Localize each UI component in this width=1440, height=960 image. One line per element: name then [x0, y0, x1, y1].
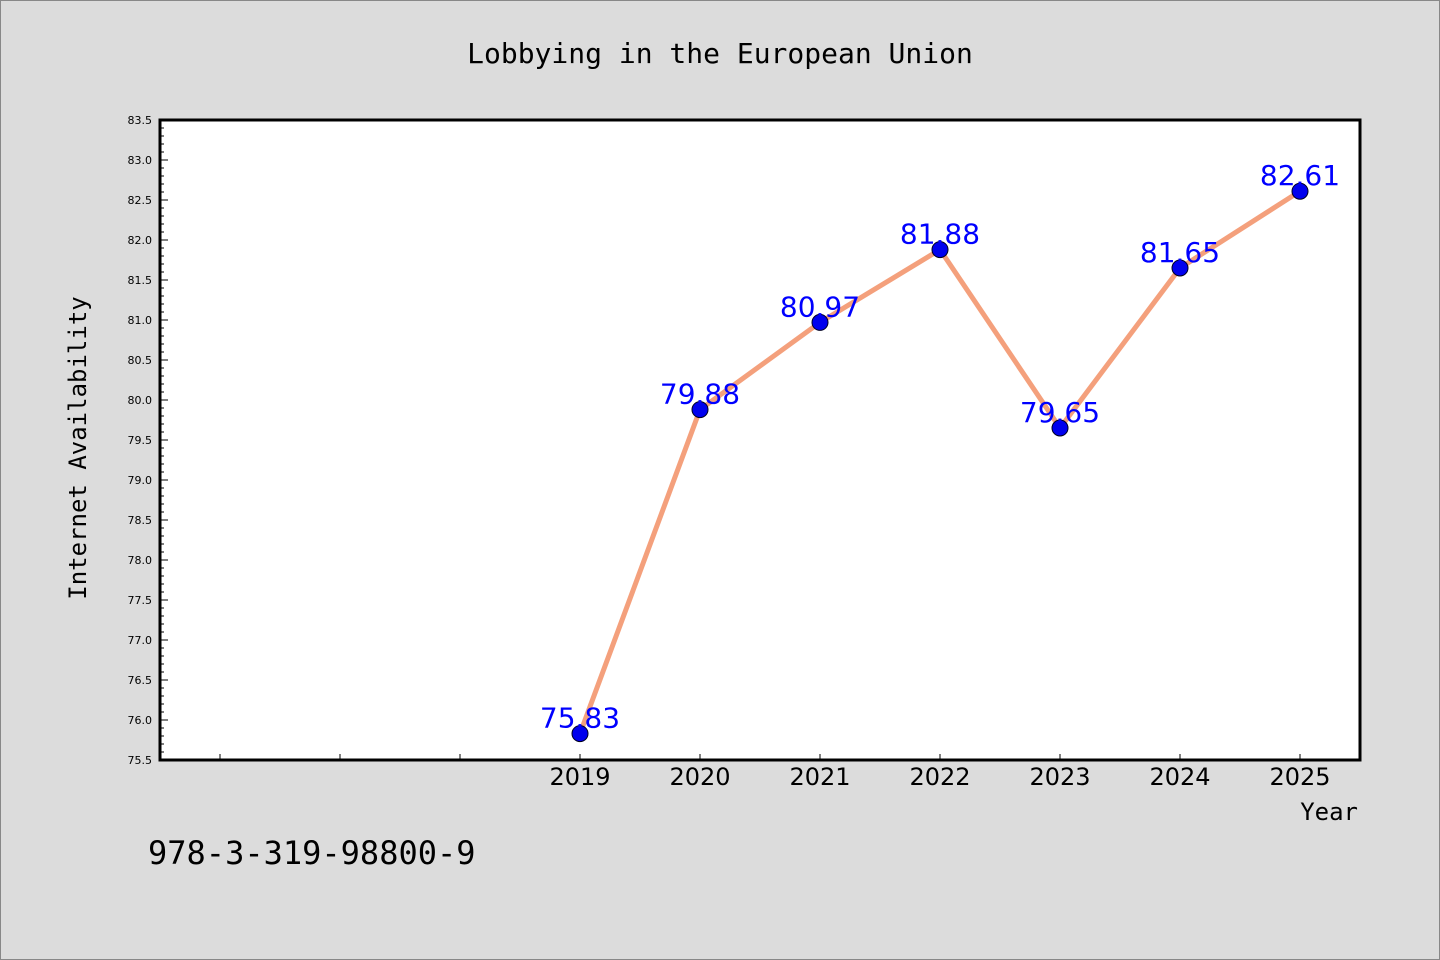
y-tick-label: 76.0 [128, 714, 153, 727]
y-tick-label: 79.0 [128, 474, 153, 487]
data-point [1291, 182, 1309, 200]
y-tick-label: 78.0 [128, 554, 153, 567]
x-tick-label: 2020 [669, 763, 730, 791]
data-point [811, 313, 829, 331]
y-tick-label: 81.0 [128, 314, 153, 327]
plot-area [158, 118, 1362, 762]
y-tick-label: 83.5 [128, 114, 153, 127]
data-point [571, 725, 589, 743]
data-label: 81.65 [1140, 236, 1220, 269]
x-tick-label: 2019 [549, 763, 610, 791]
x-tick-label: 2022 [909, 763, 970, 791]
data-label: 81.88 [900, 218, 980, 251]
y-tick-label: 81.5 [128, 274, 153, 287]
data-label: 82.61 [1260, 159, 1340, 192]
y-tick-label: 76.5 [128, 674, 153, 687]
data-labels: 75.83 79.88 80.97 81.88 79.65 81.65 82.61 [540, 159, 1340, 734]
y-tick-label: 82.0 [128, 234, 153, 247]
y-tick-label: 78.5 [128, 514, 153, 527]
y-tick-label: 80.5 [128, 354, 153, 367]
y-tick-label: 77.0 [128, 634, 153, 647]
x-axis-label: Year [1300, 798, 1358, 826]
y-axis-label: Internet Availability [64, 296, 92, 599]
data-point [1171, 259, 1189, 277]
footer-isbn: 978-3-319-98800-9 [148, 834, 476, 872]
data-label: 75.83 [540, 702, 620, 735]
y-axis: 75.5 76.0 76.5 77.0 77.5 78.0 78.5 79.0 79.5 80.0… [128, 114, 168, 767]
data-label: 79.88 [660, 378, 740, 411]
data-point [1051, 419, 1069, 437]
y-tick-label: 77.5 [128, 594, 153, 607]
x-tick-label: 2021 [789, 763, 850, 791]
data-point [691, 401, 709, 419]
y-tick-label: 75.5 [128, 754, 153, 767]
y-tick-label: 80.0 [128, 394, 153, 407]
data-label: 80.97 [780, 290, 860, 323]
data-points [571, 182, 1309, 743]
x-tick-label: 2024 [1149, 763, 1210, 791]
x-tick-label: 2025 [1269, 763, 1330, 791]
y-tick-label: 83.0 [128, 154, 153, 167]
x-tick-label: 2023 [1029, 763, 1090, 791]
data-point [931, 241, 949, 259]
y-tick-label: 79.5 [128, 434, 153, 447]
chart-title: Lobbying in the European Union [467, 37, 973, 70]
y-tick-label: 82.5 [128, 194, 153, 207]
data-label: 79.65 [1020, 396, 1100, 429]
x-axis: 2019 2020 2021 2022 2023 2024 2025 [219, 754, 1331, 791]
